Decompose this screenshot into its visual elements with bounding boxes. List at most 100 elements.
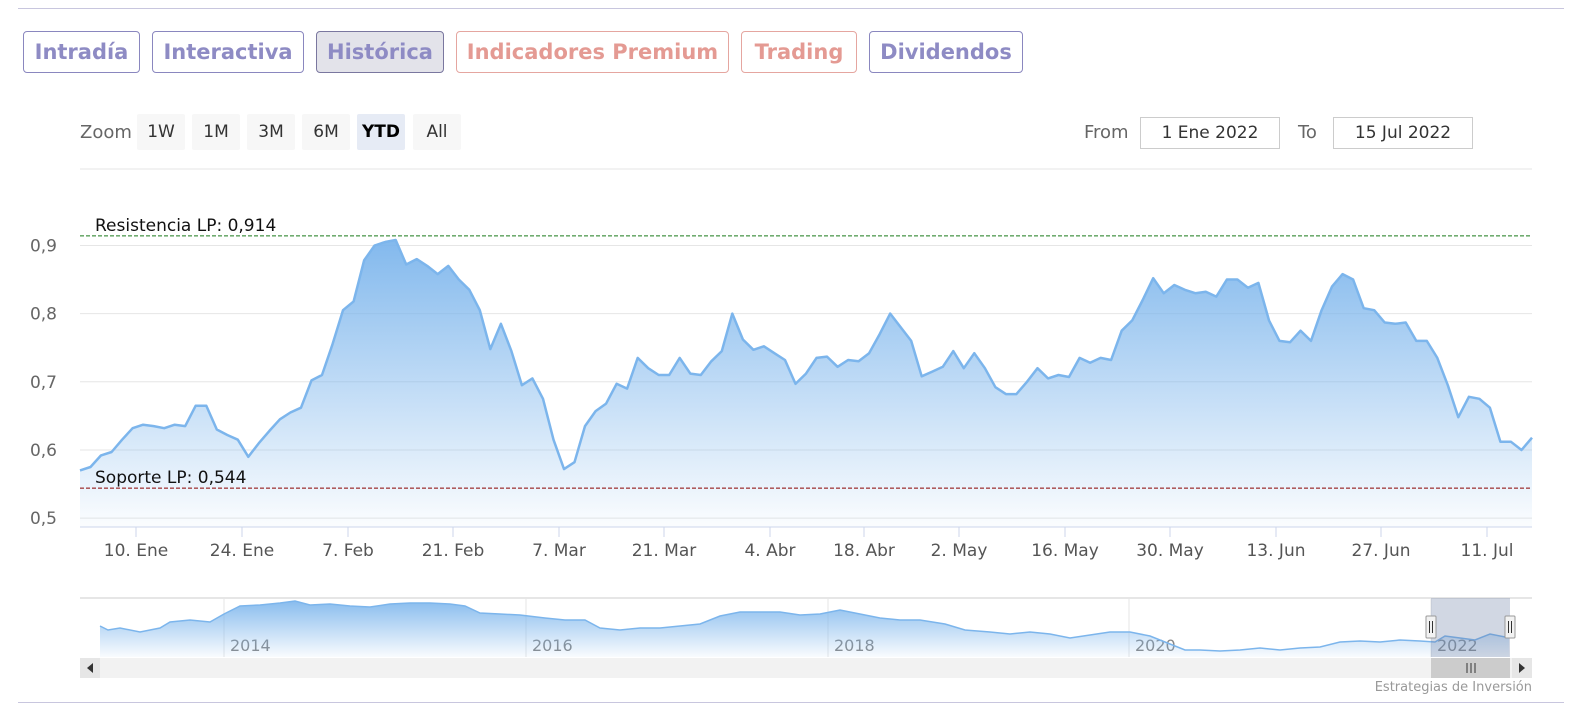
x-tick-label: 7. Mar — [532, 541, 586, 561]
zoom-button-6m[interactable]: 6M — [302, 114, 350, 150]
data-point — [458, 279, 459, 280]
tab-dividendos[interactable]: Dividendos — [869, 31, 1023, 73]
data-point — [300, 407, 301, 408]
x-tick-label: 4. Abr — [744, 541, 795, 561]
y-tick-label: 0,7 — [30, 373, 57, 393]
data-point — [1068, 376, 1069, 377]
data-point — [563, 469, 564, 470]
data-point — [1395, 323, 1396, 324]
scrollbar-track[interactable] — [80, 658, 1532, 678]
to-date-input[interactable]: 15 Jul 2022 — [1333, 117, 1473, 149]
data-point — [742, 339, 743, 340]
data-point — [1205, 291, 1206, 292]
navigator-handle-left[interactable] — [1425, 615, 1437, 639]
data-point — [753, 349, 754, 350]
x-tick-label: 18. Abr — [833, 541, 895, 561]
data-point — [942, 366, 943, 367]
data-point — [132, 428, 133, 429]
tab-interactiva[interactable]: Interactiva — [152, 31, 304, 73]
data-point — [1100, 357, 1101, 358]
x-tick-label: 10. Ene — [104, 541, 168, 561]
data-point — [1426, 340, 1427, 341]
data-point — [658, 374, 659, 375]
data-point — [848, 359, 849, 360]
data-point — [1468, 396, 1469, 397]
data-point — [1300, 330, 1301, 331]
data-point — [143, 424, 144, 425]
from-label: From — [1084, 122, 1129, 143]
data-point — [869, 353, 870, 354]
data-point — [416, 259, 417, 260]
data-point — [616, 383, 617, 384]
data-point — [1458, 417, 1459, 418]
data-point — [1237, 279, 1238, 280]
bottom-divider — [18, 702, 1564, 703]
x-tick-label: 2. May — [931, 541, 988, 561]
tab-hist-rica[interactable]: Histórica — [316, 31, 444, 73]
data-point — [185, 426, 186, 427]
data-point — [437, 274, 438, 275]
data-point — [995, 387, 996, 388]
top-divider — [18, 8, 1564, 9]
x-tick-label: 21. Feb — [422, 541, 485, 561]
series-line — [79, 238, 1533, 472]
x-tick-label: 7. Feb — [322, 541, 374, 561]
from-date-input[interactable]: 1 Ene 2022 — [1140, 117, 1280, 149]
data-point — [805, 373, 806, 374]
data-point — [1332, 286, 1333, 287]
tab-intrad-a[interactable]: Intradía — [23, 31, 140, 73]
data-point — [921, 376, 922, 377]
data-point — [122, 439, 123, 440]
tab-trading[interactable]: Trading — [741, 31, 857, 73]
data-point — [837, 366, 838, 367]
data-point — [1384, 322, 1385, 323]
data-point — [227, 434, 228, 435]
data-point — [1447, 385, 1448, 386]
x-tick-label: 13. Jun — [1246, 541, 1305, 561]
data-point — [1174, 284, 1175, 285]
data-point — [1268, 320, 1269, 321]
navigator-selection-mask[interactable] — [1431, 598, 1510, 657]
data-point — [521, 385, 522, 386]
data-point — [1405, 322, 1406, 323]
plot-line-label: Resistencia LP: 0,914 — [95, 216, 276, 236]
zoom-button-all[interactable]: All — [413, 114, 461, 150]
data-point — [206, 405, 207, 406]
data-point — [427, 265, 428, 266]
x-tick-label: 30. May — [1136, 541, 1204, 561]
data-point — [490, 349, 491, 350]
x-tick-label: 24. Ene — [210, 541, 274, 561]
data-point — [385, 241, 386, 242]
credits[interactable]: Estrategias de Inversión — [1374, 680, 1532, 695]
data-point — [679, 357, 680, 358]
data-point — [574, 462, 575, 463]
zoom-button-ytd[interactable]: YTD — [357, 114, 405, 150]
x-tick-label: 27. Jun — [1351, 541, 1410, 561]
data-point — [100, 455, 101, 456]
data-point — [332, 344, 333, 345]
data-point — [79, 470, 80, 471]
zoom-button-1m[interactable]: 1M — [192, 114, 240, 150]
zoom-button-1w[interactable]: 1W — [137, 114, 185, 150]
data-point — [1163, 293, 1164, 294]
data-point — [858, 361, 859, 362]
data-point — [1121, 330, 1122, 331]
zoom-button-3m[interactable]: 3M — [247, 114, 295, 150]
data-point — [511, 351, 512, 352]
navigator-handle-right[interactable] — [1504, 615, 1516, 639]
data-point — [584, 426, 585, 427]
series-area — [80, 240, 1532, 527]
data-point — [1247, 287, 1248, 288]
data-point — [984, 368, 985, 369]
y-tick-label: 0,8 — [30, 305, 57, 325]
data-point — [816, 357, 817, 358]
y-tick-label: 0,6 — [30, 441, 57, 461]
data-point — [1289, 342, 1290, 343]
data-point — [1132, 320, 1133, 321]
data-point — [784, 359, 785, 360]
data-point — [1510, 441, 1511, 442]
tab-indicadores-premium[interactable]: Indicadores Premium — [456, 31, 729, 73]
data-point — [364, 260, 365, 261]
x-tick-label: 21. Mar — [632, 541, 697, 561]
